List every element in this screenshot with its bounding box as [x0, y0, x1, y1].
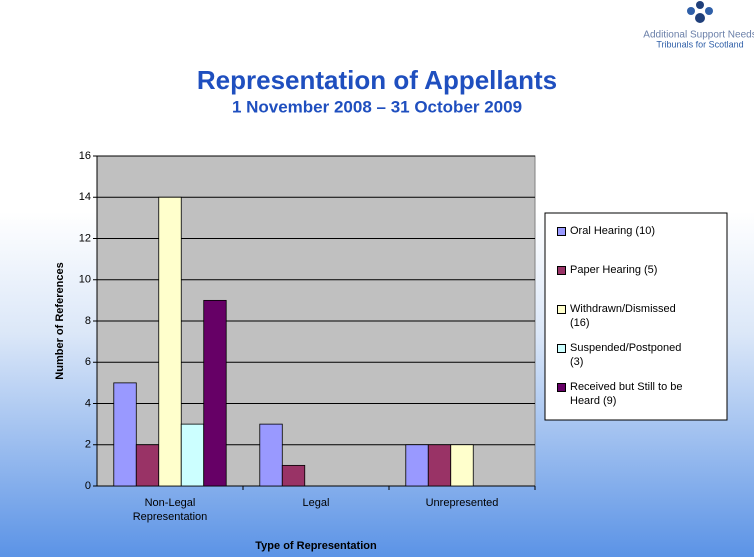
x-tick-label: Non-Legal Representation — [132, 497, 208, 523]
legend-swatch — [557, 305, 566, 314]
logo-dot — [696, 1, 704, 9]
bar — [427, 444, 452, 487]
legend-label: Suspended/Postponed (3) — [570, 342, 682, 368]
y-tick-label: 16 — [79, 150, 91, 162]
legend-label: Paper Hearing (5) — [570, 264, 658, 276]
legend-label: Withdrawn/Dismissed (16) — [570, 303, 676, 329]
chart-subtitle: 1 November 2008 – 31 October 2009 — [232, 97, 522, 116]
y-tick-label: 2 — [85, 439, 91, 451]
y-axis-label: Number of References — [54, 262, 66, 379]
x-axis-label: Type of Representation — [255, 540, 377, 552]
bar — [158, 196, 182, 487]
y-tick-label: 4 — [85, 397, 91, 409]
y-tick-label: 8 — [85, 315, 91, 327]
x-tick-label: Unrepresented — [425, 497, 499, 509]
y-tick-label: 10 — [79, 274, 91, 286]
bar — [281, 464, 306, 487]
x-tick-label: Legal — [302, 497, 330, 509]
legend-label: Received but Still to be Heard (9) — [570, 381, 683, 407]
bar — [135, 444, 160, 487]
bar — [113, 382, 137, 487]
bar — [450, 444, 474, 487]
bar — [203, 299, 227, 487]
bar — [180, 423, 205, 487]
logo-text: Additional Support Needs — [643, 30, 754, 41]
y-tick-label: 6 — [85, 356, 91, 368]
bar — [259, 423, 283, 487]
y-tick-label: 12 — [79, 232, 91, 244]
y-tick-label: 0 — [85, 480, 91, 492]
y-tick-label: 14 — [79, 191, 91, 203]
bar — [405, 444, 429, 487]
logo-dot — [695, 13, 705, 23]
legend — [544, 212, 728, 421]
legend-swatch — [557, 227, 566, 236]
logo-text: Tribunals for Scotland — [656, 39, 743, 49]
legend-swatch — [557, 266, 566, 275]
legend-swatch — [557, 383, 566, 392]
legend-swatch — [557, 344, 566, 353]
legend-label: Oral Hearing (10) — [570, 225, 655, 237]
logo-dot — [705, 7, 713, 15]
chart-title: Representation of Appellants — [197, 65, 557, 95]
logo-dot — [687, 7, 695, 15]
